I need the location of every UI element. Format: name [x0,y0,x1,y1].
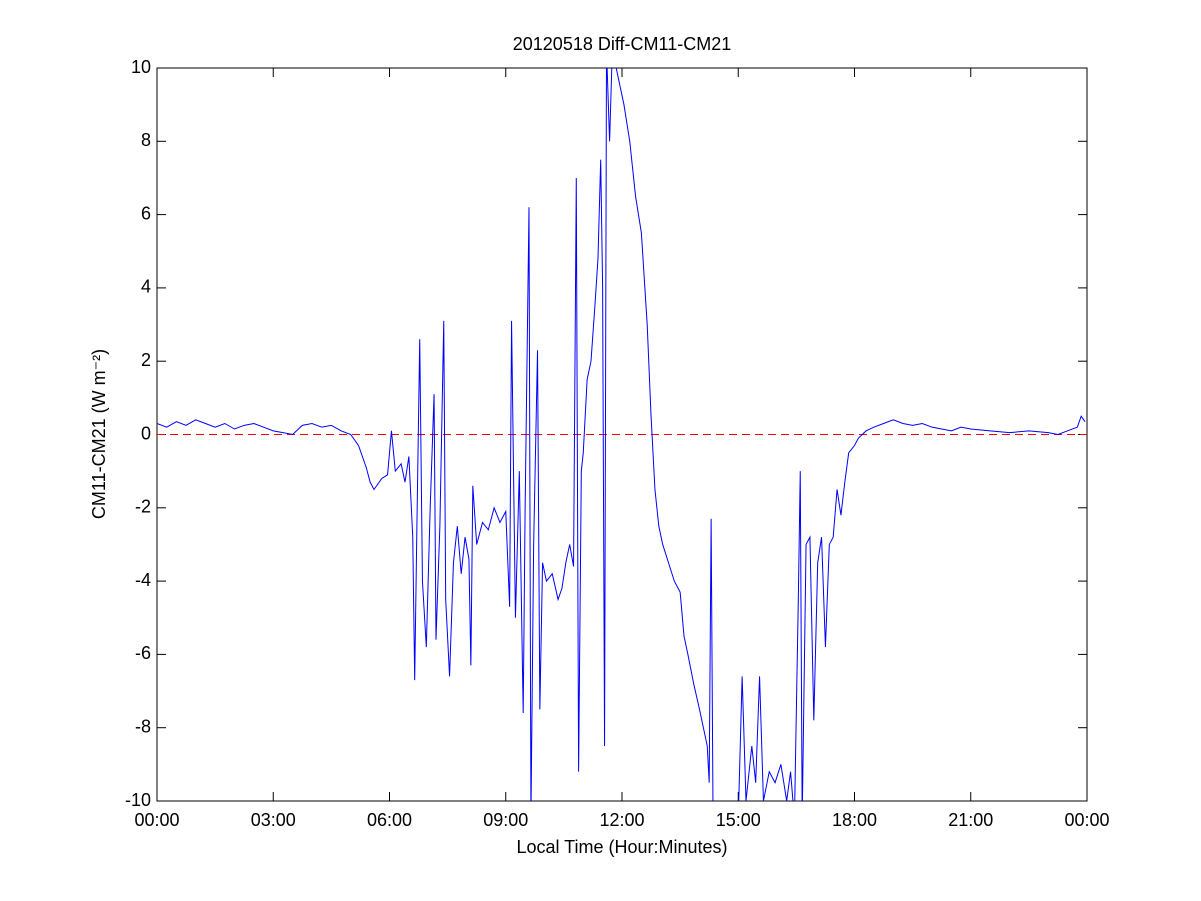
y-tick-label: 2 [141,350,151,370]
y-tick-label: 10 [131,57,151,77]
x-tick-label: 03:00 [251,810,296,830]
y-tick-label: -6 [135,643,151,663]
x-tick-label: 21:00 [948,810,993,830]
x-tick-label: 18:00 [832,810,877,830]
y-tick-label: 8 [141,130,151,150]
x-tick-label: 06:00 [367,810,412,830]
y-tick-label: -2 [135,497,151,517]
y-tick-label: -8 [135,716,151,736]
y-tick-label: -10 [125,790,151,810]
chart-title: 20120518 Diff-CM11-CM21 [513,34,731,54]
x-tick-label: 00:00 [134,810,179,830]
y-tick-label: 0 [141,423,151,443]
x-tick-label: 12:00 [599,810,644,830]
data-line [157,68,1086,801]
x-tick-label: 00:00 [1064,810,1109,830]
y-tick-label: -4 [135,570,151,590]
y-tick-label: 4 [141,277,151,297]
y-tick-label: 6 [141,203,151,223]
y-axis-label: CM11-CM21 (W m⁻²) [89,349,109,519]
x-tick-label: 09:00 [483,810,528,830]
plot-area [156,67,1088,802]
x-axis-label: Local Time (Hour:Minutes) [516,837,727,857]
x-tick-label: 15:00 [716,810,761,830]
